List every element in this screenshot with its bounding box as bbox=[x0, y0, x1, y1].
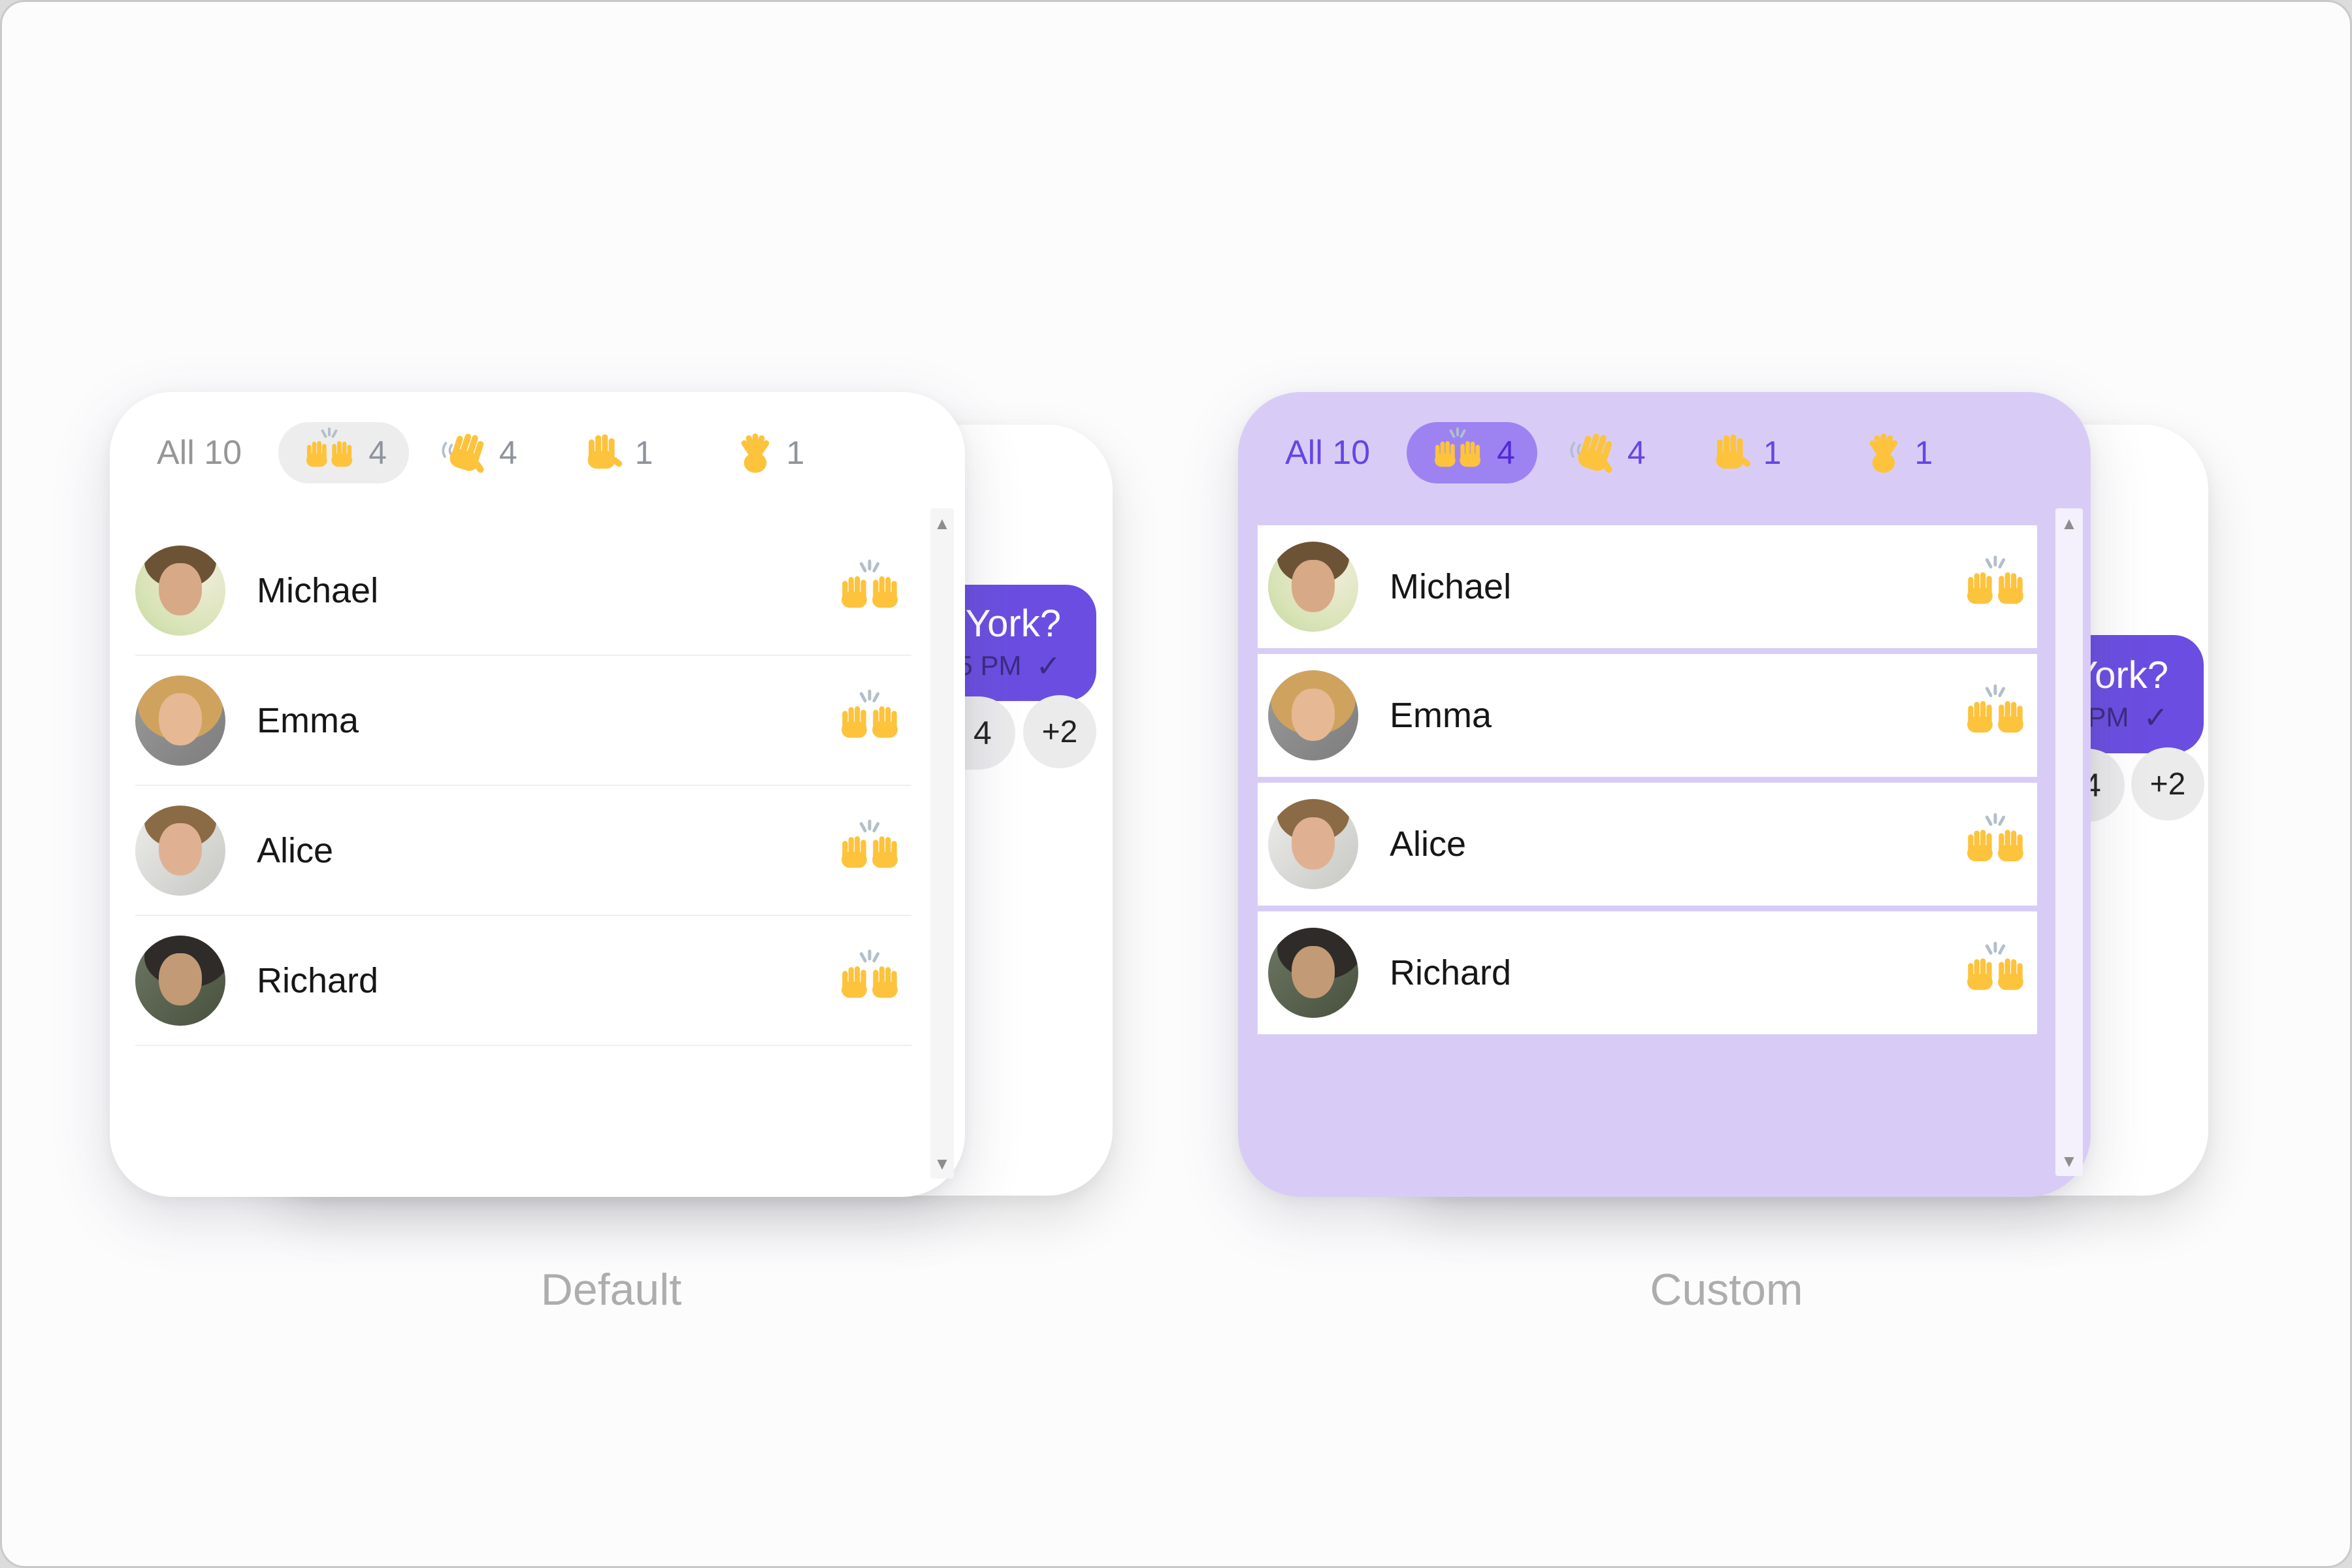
more-reactions-label: +2 bbox=[2149, 766, 2186, 802]
tab-count: 1 bbox=[1763, 434, 1782, 471]
reaction-tab-bar: All 10 4 4 1 1 bbox=[1238, 417, 2091, 489]
scroll-down-icon[interactable]: ▼ bbox=[2061, 1151, 2078, 1171]
tab-count: 1 bbox=[786, 434, 805, 471]
avatar bbox=[135, 675, 225, 766]
splayed-hand-emoji bbox=[1868, 433, 1899, 473]
tab-all[interactable]: All 10 bbox=[157, 434, 242, 472]
scroll-down-icon[interactable]: ▼ bbox=[934, 1154, 951, 1173]
scrollbar[interactable]: ▲ ▼ bbox=[2055, 508, 2083, 1176]
raising-hands-emoji bbox=[1960, 555, 2031, 619]
raising-hands-emoji bbox=[1960, 941, 2031, 1005]
raising-hands-emoji bbox=[834, 559, 905, 623]
list-item[interactable]: Michael bbox=[1258, 525, 2037, 648]
waving-hand-emoji bbox=[1566, 429, 1617, 477]
tab-count: 4 bbox=[498, 434, 517, 471]
avatar bbox=[1268, 542, 1358, 632]
list-item[interactable]: Richard bbox=[1258, 911, 2037, 1034]
reaction-pill-count: 4 bbox=[973, 715, 992, 751]
avatar bbox=[1268, 670, 1358, 760]
tab-raising-hands[interactable]: 4 bbox=[1407, 422, 1537, 483]
reaction-list-popover-custom: All 10 4 4 1 1 Michael bbox=[1238, 392, 2091, 1197]
tab-raising-hands[interactable]: 4 bbox=[278, 422, 409, 483]
tab-splayed-hand[interactable]: 1 bbox=[734, 429, 805, 477]
tab-count: 4 bbox=[1497, 434, 1515, 471]
raised-hand-emoji bbox=[583, 429, 625, 477]
user-name: Michael bbox=[1390, 567, 1512, 606]
tab-all[interactable]: All 10 bbox=[1285, 434, 1371, 472]
reaction-tab-bar: All 10 4 4 1 1 bbox=[110, 417, 965, 489]
raising-hands-emoji bbox=[301, 427, 358, 479]
more-reactions-label: +2 bbox=[1041, 714, 1078, 749]
user-name: Emma bbox=[257, 700, 359, 740]
avatar bbox=[1268, 928, 1358, 1018]
avatar bbox=[1268, 799, 1358, 889]
raising-hands-emoji bbox=[834, 689, 905, 753]
raising-hands-emoji bbox=[1960, 683, 2031, 747]
message-text: York? bbox=[965, 602, 1061, 645]
tab-splayed-hand[interactable]: 1 bbox=[1863, 429, 1933, 477]
raising-hands-emoji bbox=[834, 949, 905, 1013]
user-name: Richard bbox=[257, 960, 379, 1000]
avatar bbox=[135, 805, 225, 896]
tab-raised-hand[interactable]: 1 bbox=[1711, 429, 1782, 477]
caption-default: Default bbox=[540, 1265, 682, 1315]
tab-waving-hand[interactable]: 4 bbox=[438, 429, 517, 477]
avatar bbox=[135, 545, 225, 636]
more-reactions-pill[interactable]: +2 bbox=[1023, 695, 1096, 768]
list-item[interactable]: Alice bbox=[1258, 783, 2037, 906]
tab-count: 4 bbox=[368, 434, 387, 471]
list-item[interactable]: Michael bbox=[135, 526, 911, 656]
check-icon: ✓ bbox=[2143, 700, 2168, 734]
raising-hands-emoji bbox=[834, 819, 905, 883]
tab-waving-hand[interactable]: 4 bbox=[1566, 429, 1646, 477]
scroll-up-icon[interactable]: ▲ bbox=[934, 514, 951, 533]
user-name: Alice bbox=[257, 830, 334, 870]
reaction-user-list: Michael Emma Alice Richard bbox=[135, 526, 911, 1046]
tab-raised-hand[interactable]: 1 bbox=[583, 429, 653, 477]
list-item[interactable]: Alice bbox=[135, 786, 911, 916]
caption-custom: Custom bbox=[1650, 1265, 1803, 1315]
user-name: Alice bbox=[1390, 825, 1467, 864]
user-name: Emma bbox=[1390, 696, 1492, 735]
waving-hand-emoji bbox=[438, 429, 489, 477]
reaction-list-popover-default: All 10 4 4 1 1 Michael bbox=[110, 392, 965, 1197]
tab-count: 1 bbox=[634, 434, 653, 471]
raised-hand-emoji bbox=[1711, 429, 1753, 477]
reaction-user-list: Michael Emma Alice Richard bbox=[1258, 525, 2037, 1040]
list-item[interactable]: Emma bbox=[1258, 654, 2037, 777]
user-name: Richard bbox=[1390, 953, 1512, 992]
list-item[interactable]: Richard bbox=[135, 916, 911, 1046]
user-name: Michael bbox=[257, 570, 379, 610]
scroll-up-icon[interactable]: ▲ bbox=[2061, 514, 2078, 533]
check-icon: ✓ bbox=[1036, 649, 1061, 683]
list-item[interactable]: Emma bbox=[135, 656, 911, 786]
avatar bbox=[135, 935, 225, 1026]
scrollbar[interactable]: ▲ ▼ bbox=[930, 508, 954, 1179]
tab-count: 4 bbox=[1627, 434, 1646, 471]
raising-hands-emoji bbox=[1429, 427, 1486, 479]
tab-count: 1 bbox=[1914, 434, 1933, 471]
more-reactions-pill[interactable]: +2 bbox=[2131, 747, 2204, 821]
splayed-hand-emoji bbox=[740, 433, 770, 473]
raising-hands-emoji bbox=[1960, 812, 2031, 876]
